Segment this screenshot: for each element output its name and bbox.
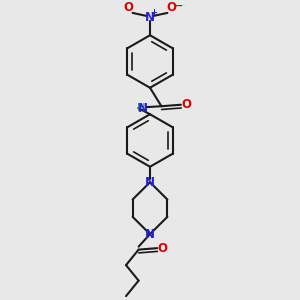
- Text: N: N: [145, 228, 155, 241]
- Text: O: O: [158, 242, 168, 255]
- Text: +: +: [150, 8, 158, 17]
- Text: N: N: [145, 11, 155, 25]
- Text: N: N: [138, 101, 148, 115]
- Text: H: H: [137, 103, 146, 113]
- Text: O: O: [166, 1, 176, 14]
- Text: N: N: [145, 176, 155, 189]
- Text: O: O: [123, 1, 134, 14]
- Text: −: −: [175, 1, 183, 11]
- Text: O: O: [181, 98, 191, 111]
